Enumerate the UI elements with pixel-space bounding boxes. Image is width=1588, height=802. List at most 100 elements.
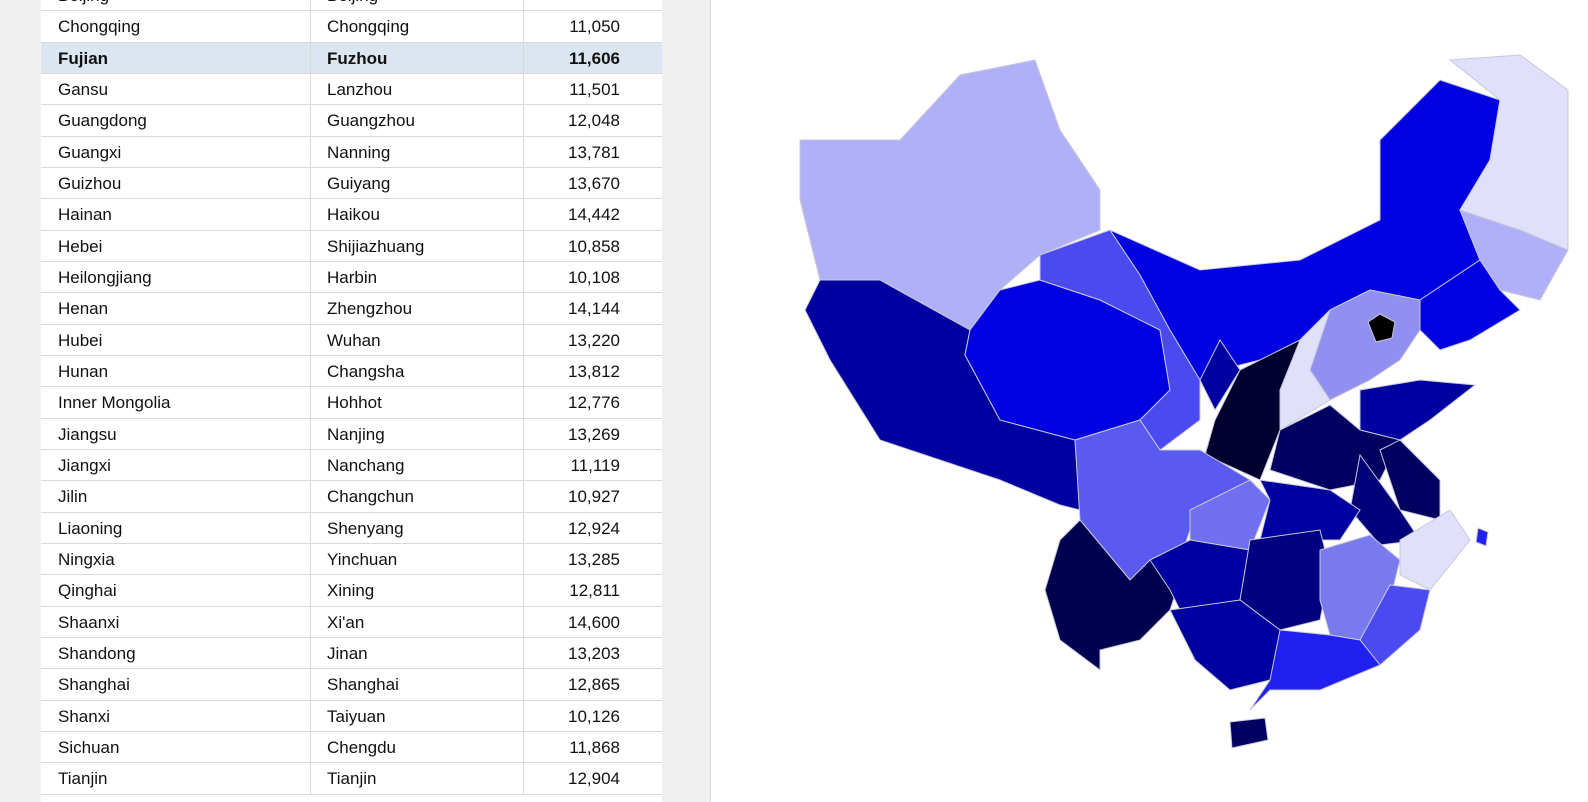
- table-row[interactable]: Inner Mongolia Hohhot 12,776: [41, 387, 662, 419]
- ningxia: [1199, 339, 1241, 412]
- table-row[interactable]: Jiangxi Nanchang 11,119: [41, 449, 662, 482]
- value-cell: 13,781: [568, 142, 620, 162]
- capital-cell: Changchun: [311, 481, 524, 513]
- capital-cell: Shanghai: [311, 669, 524, 701]
- capital-cell: Lanzhou: [311, 73, 524, 105]
- province-cell: Guizhou: [41, 167, 311, 199]
- capital-cell: Shijiazhuang: [311, 230, 524, 262]
- province-cell: Shaanxi: [41, 606, 311, 638]
- province-cell: Guangdong: [41, 105, 311, 137]
- value-cell: 13,812: [568, 361, 620, 381]
- capital-cell: Fuzhou: [311, 42, 524, 74]
- zhejiang: [1399, 509, 1471, 591]
- capital-cell: Haikou: [311, 199, 524, 231]
- capital-cell: Yinchuan: [311, 543, 524, 575]
- value-cell: 11,050: [569, 17, 620, 37]
- table-row[interactable]: Jilin Changchun 10,927: [41, 481, 662, 513]
- province-cell: Henan: [41, 293, 311, 325]
- value-cell: 13,670: [568, 173, 620, 193]
- province-cell: Guangxi: [41, 136, 311, 168]
- capital-cell: Wuhan: [311, 324, 524, 356]
- table-row[interactable]: Jiangsu Nanjing 13,269: [41, 418, 662, 450]
- capital-cell: Hohhot: [311, 387, 524, 419]
- china-map: [799, 54, 1569, 749]
- taiwan: [1475, 527, 1489, 547]
- table-row[interactable]: Guangxi Nanning 13,781: [41, 136, 662, 168]
- value-cell: 11,119: [570, 455, 620, 475]
- liaoning: [1419, 259, 1521, 351]
- province-cell: Shandong: [41, 637, 311, 669]
- province-cell: Fujian: [41, 42, 311, 74]
- capital-cell: Chengdu: [311, 731, 524, 763]
- value-cell: 14,600: [568, 612, 620, 632]
- value-cell: 12,811: [569, 581, 620, 601]
- value-cell: 12,865: [568, 675, 620, 695]
- value-cell: 13,203: [568, 643, 620, 663]
- shaanxi: [1204, 338, 1301, 481]
- capital-cell: Harbin: [311, 261, 524, 293]
- table-row[interactable]: Ningxia Yinchuan 13,285: [41, 543, 662, 576]
- province-cell: Liaoning: [41, 512, 311, 544]
- value-cell: 14,442: [568, 205, 620, 225]
- province-cell: Inner Mongolia: [41, 387, 311, 419]
- province-cell: Jiangxi: [41, 449, 311, 481]
- capital-cell: Xining: [311, 575, 524, 607]
- capital-cell: Shenyang: [311, 512, 524, 544]
- table-row[interactable]: Henan Zhengzhou 14,144: [41, 293, 662, 325]
- table-row[interactable]: Gansu Lanzhou 11,501: [41, 73, 662, 106]
- table-row[interactable]: Chongqing Chongqing 11,050: [41, 11, 662, 43]
- value-cell: 11,606: [568, 48, 620, 68]
- capital-cell: Nanjing: [311, 418, 524, 450]
- table-row[interactable]: Shandong Jinan 13,203: [41, 637, 662, 670]
- province-cell: Heilongjiang: [41, 261, 311, 293]
- province-cell: Shanxi: [41, 700, 311, 732]
- table-row[interactable]: Hubei Wuhan 13,220: [41, 324, 662, 356]
- table-row[interactable]: Qinghai Xining 12,811: [41, 575, 662, 607]
- value-cell: 12,048: [568, 111, 620, 131]
- province-cell: Chongqing: [41, 11, 311, 43]
- table-panel: BeijingBeijingChongqingChongqing 11,050 Fu…: [0, 0, 711, 802]
- capital-cell: Guiyang: [311, 167, 524, 199]
- capital-cell: Beijing: [311, 0, 524, 11]
- value-cell: 10,108: [568, 267, 620, 287]
- value-cell: 11,868: [569, 737, 620, 757]
- value-cell: 12,776: [568, 393, 620, 413]
- province-cell: Jilin: [41, 481, 311, 513]
- table-row[interactable]: Sichuan Chengdu 11,868: [41, 731, 662, 764]
- hubei: [1259, 479, 1361, 541]
- value-cell: 10,927: [568, 487, 620, 507]
- table-row[interactable]: Shaanxi Xi'an 14,600: [41, 606, 662, 638]
- table-row[interactable]: Hunan Changsha 13,812: [41, 355, 662, 388]
- hainan: [1229, 717, 1269, 749]
- table-row[interactable]: Guizhou Guiyang 13,670: [41, 167, 662, 200]
- province-cell: Jiangsu: [41, 418, 311, 450]
- capital-cell: Chongqing: [311, 11, 524, 43]
- capital-cell: Changsha: [311, 355, 524, 387]
- table-row[interactable]: Shanxi Taiyuan 10,126: [41, 700, 662, 732]
- table-row[interactable]: BeijingBeijing: [41, 0, 662, 12]
- table-row[interactable]: Shanghai Shanghai 12,865: [41, 669, 662, 701]
- table-row[interactable]: Tianjin Tianjin 12,904: [41, 763, 662, 795]
- guangdong: [1249, 629, 1381, 711]
- capital-cell: Guangzhou: [311, 105, 524, 137]
- province-cell: Sichuan: [41, 731, 311, 763]
- data-table: BeijingBeijingChongqingChongqing 11,050 Fu…: [41, 0, 662, 802]
- province-cell: Beijing: [41, 0, 311, 11]
- table-row[interactable]: Guangdong Guangzhou 12,048: [41, 105, 662, 137]
- chongqing: [1189, 479, 1271, 551]
- capital-cell: Nanchang: [311, 449, 524, 481]
- province-cell: Hainan: [41, 199, 311, 231]
- table-row[interactable]: Heilongjiang Harbin 10,108: [41, 261, 662, 294]
- value-cell: 10,126: [568, 706, 620, 726]
- table-row[interactable]: Liaoning Shenyang 12,924: [41, 512, 662, 544]
- province-cell: Hebei: [41, 230, 311, 262]
- capital-cell: Nanning: [311, 136, 524, 168]
- value-cell: 10,858: [568, 236, 620, 256]
- capital-cell: Zhengzhou: [311, 293, 524, 325]
- fujian: [1359, 584, 1431, 666]
- value-cell: 12,924: [568, 518, 620, 538]
- table-row[interactable]: Fujian Fuzhou 11,606: [41, 42, 662, 74]
- table-row[interactable]: Hainan Haikou 14,442: [41, 199, 662, 231]
- table-row[interactable]: Hebei Shijiazhuang 10,858: [41, 230, 662, 262]
